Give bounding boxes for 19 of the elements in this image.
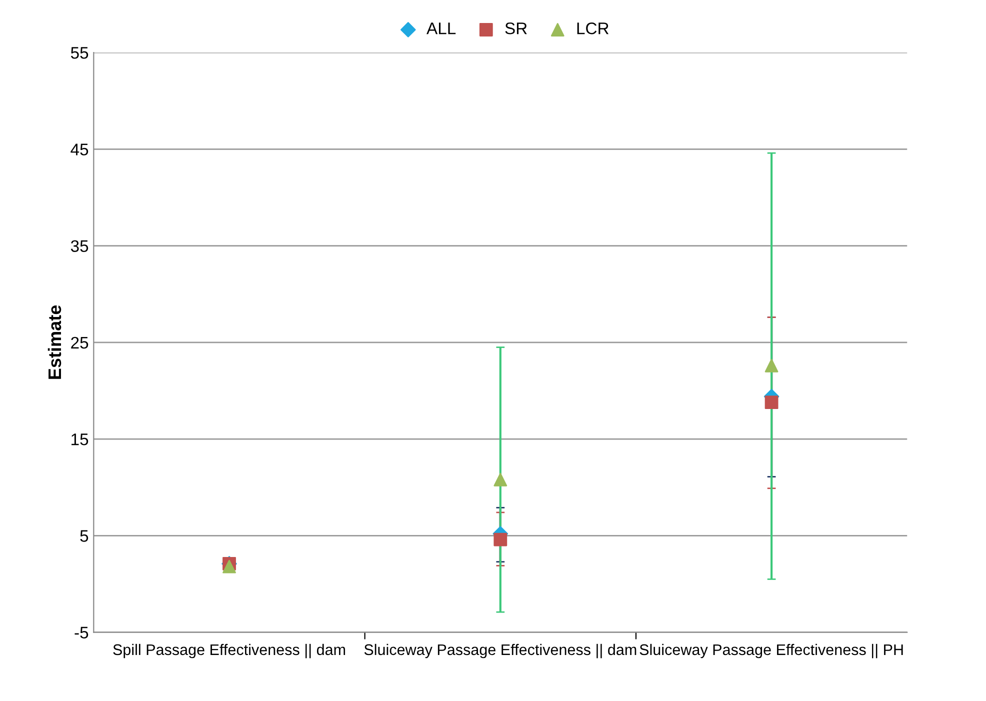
point (222, 560, 236, 574)
point (494, 472, 508, 486)
legend-label: LCR (577, 22, 609, 34)
legend-label: ALL (426, 22, 456, 34)
y-tick-label: 25 (71, 336, 88, 349)
y-tick-label: 5 (80, 530, 88, 542)
y-tick-label: 35 (70, 240, 88, 252)
y-tick-label: 55 (70, 47, 88, 59)
point (764, 396, 778, 410)
y-axis-title: Estimate (48, 305, 62, 379)
point (494, 532, 508, 546)
y-tick-label: 15 (72, 434, 88, 446)
x-tick-label: Sluiceway Passage Effectiveness || PH (640, 644, 903, 658)
x-tick-label: Spill Passage Effectiveness || dam (113, 644, 346, 658)
point (764, 358, 778, 372)
legend-label: SR (505, 22, 527, 34)
x-tick-label: Sluiceway Passage Effectiveness || dam (364, 644, 636, 658)
y-tick-label: 45 (70, 144, 88, 156)
y-tick-label: -5 (74, 626, 88, 639)
